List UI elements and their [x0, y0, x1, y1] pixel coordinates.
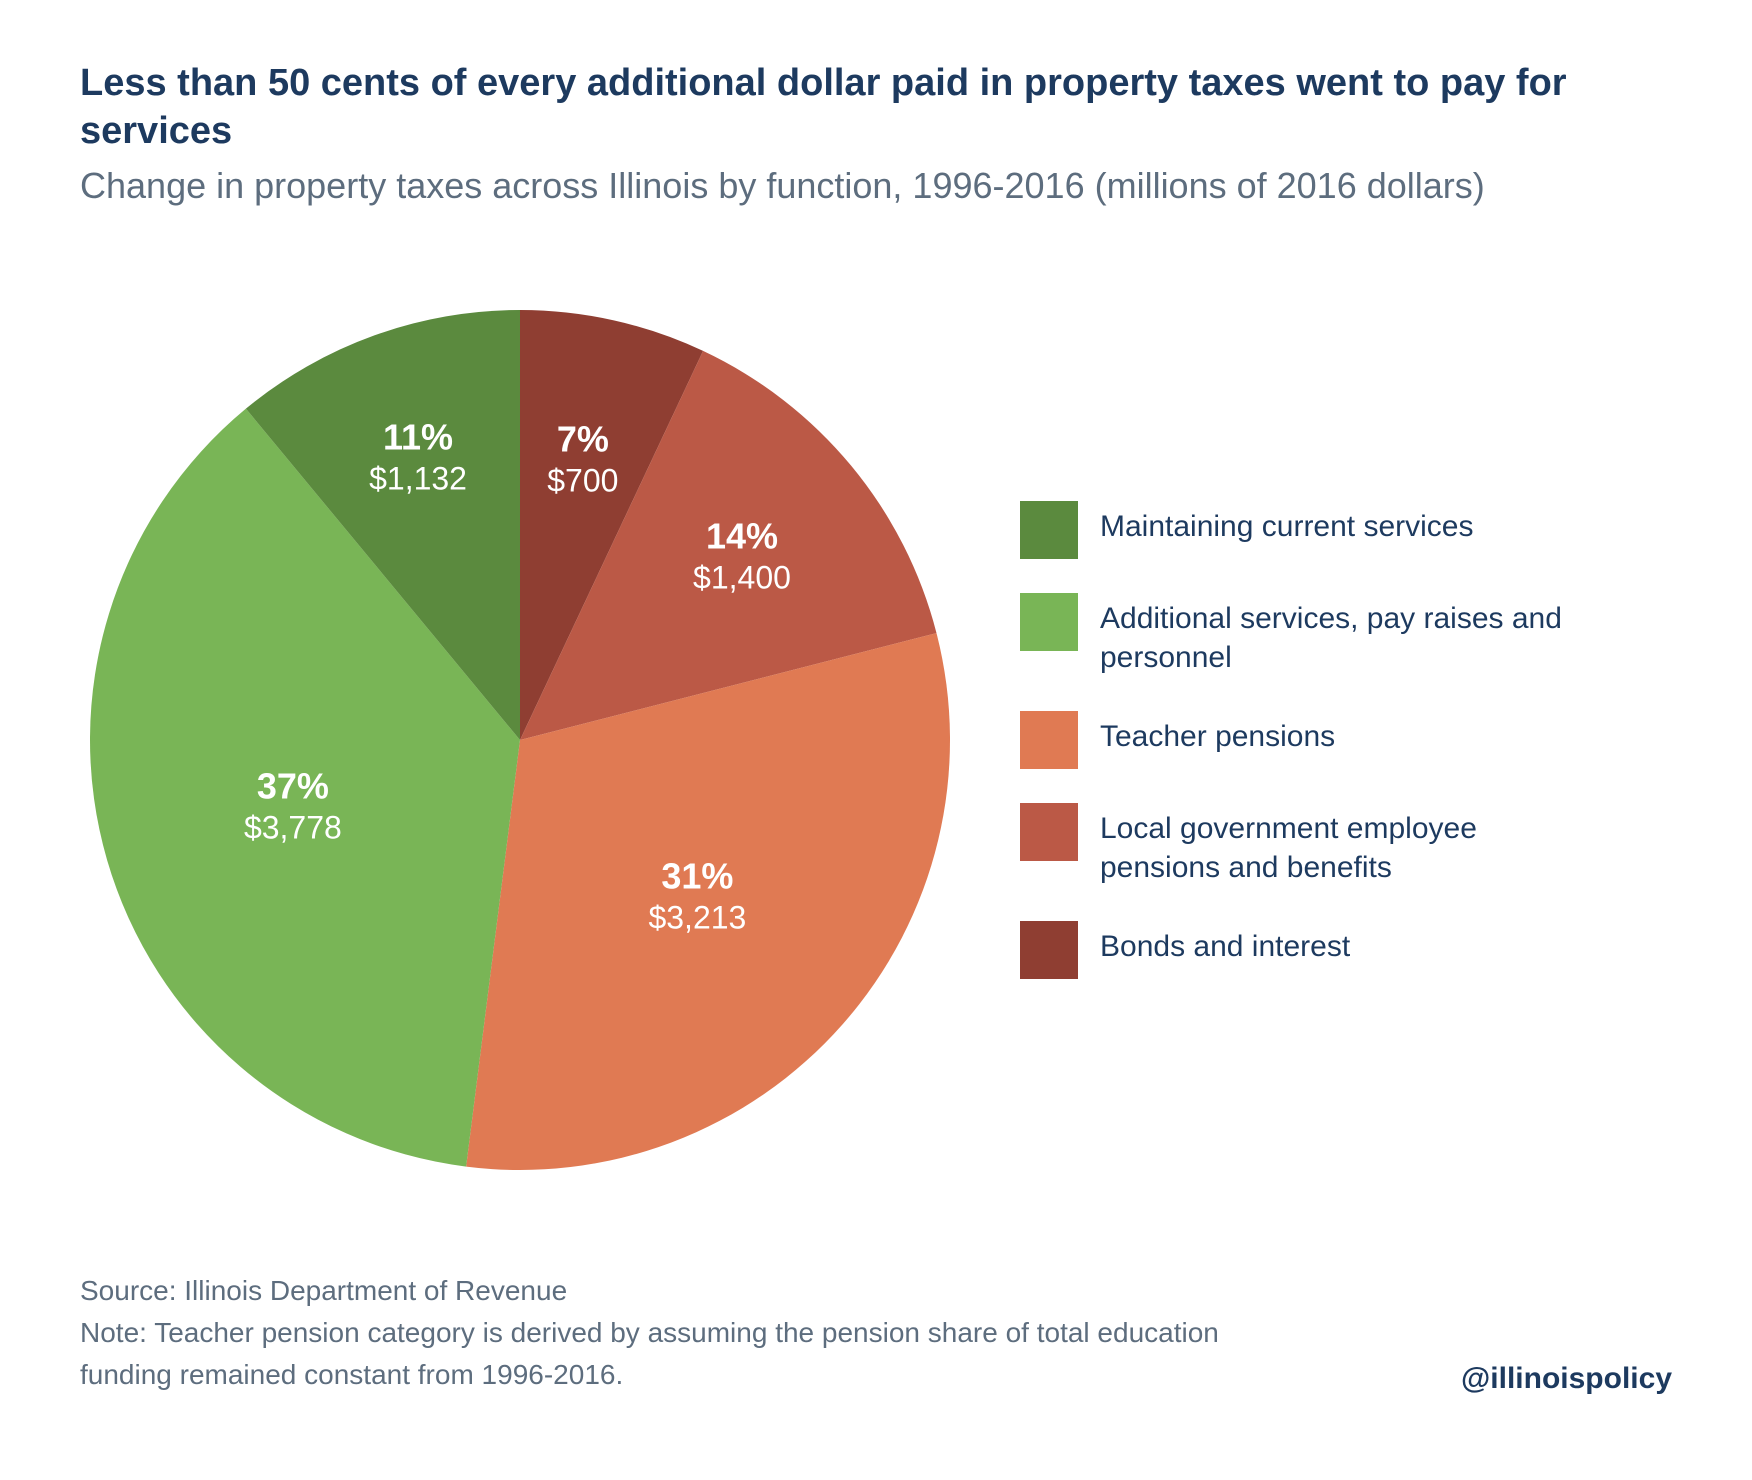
handle: @illinoispolicy [1461, 1362, 1672, 1396]
legend-label: Bonds and interest [1100, 921, 1350, 966]
source-line: Source: Illinois Department of Revenue [80, 1270, 1280, 1312]
legend-label: Maintaining current services [1100, 501, 1474, 546]
legend-item: Teacher pensions [1020, 711, 1600, 769]
legend-item: Maintaining current services [1020, 501, 1600, 559]
chart-subtitle: Change in property taxes across Illinois… [80, 163, 1672, 210]
legend-swatch [1020, 921, 1078, 979]
legend-swatch [1020, 593, 1078, 651]
legend-swatch [1020, 711, 1078, 769]
legend-item: Local government employee pensions and b… [1020, 803, 1600, 887]
chart-area: 7%$70014%$1,40031%$3,21337%$3,77811%$1,1… [80, 250, 1672, 1230]
legend-swatch [1020, 501, 1078, 559]
legend-swatch [1020, 803, 1078, 861]
chart-title: Less than 50 cents of every additional d… [80, 60, 1672, 155]
legend-label: Teacher pensions [1100, 711, 1335, 756]
legend-item: Bonds and interest [1020, 921, 1600, 979]
chart-footer: Source: Illinois Department of Revenue N… [80, 1270, 1672, 1396]
legend-item: Additional services, pay raises and pers… [1020, 593, 1600, 677]
source-note-block: Source: Illinois Department of Revenue N… [80, 1270, 1280, 1396]
pie-svg [80, 300, 960, 1180]
legend: Maintaining current services Additional s… [1020, 501, 1600, 979]
legend-label: Local government employee pensions and b… [1100, 803, 1600, 887]
legend-label: Additional services, pay raises and pers… [1100, 593, 1600, 677]
pie-chart: 7%$70014%$1,40031%$3,21337%$3,77811%$1,1… [80, 300, 960, 1180]
note-line: Note: Teacher pension category is derive… [80, 1312, 1280, 1396]
